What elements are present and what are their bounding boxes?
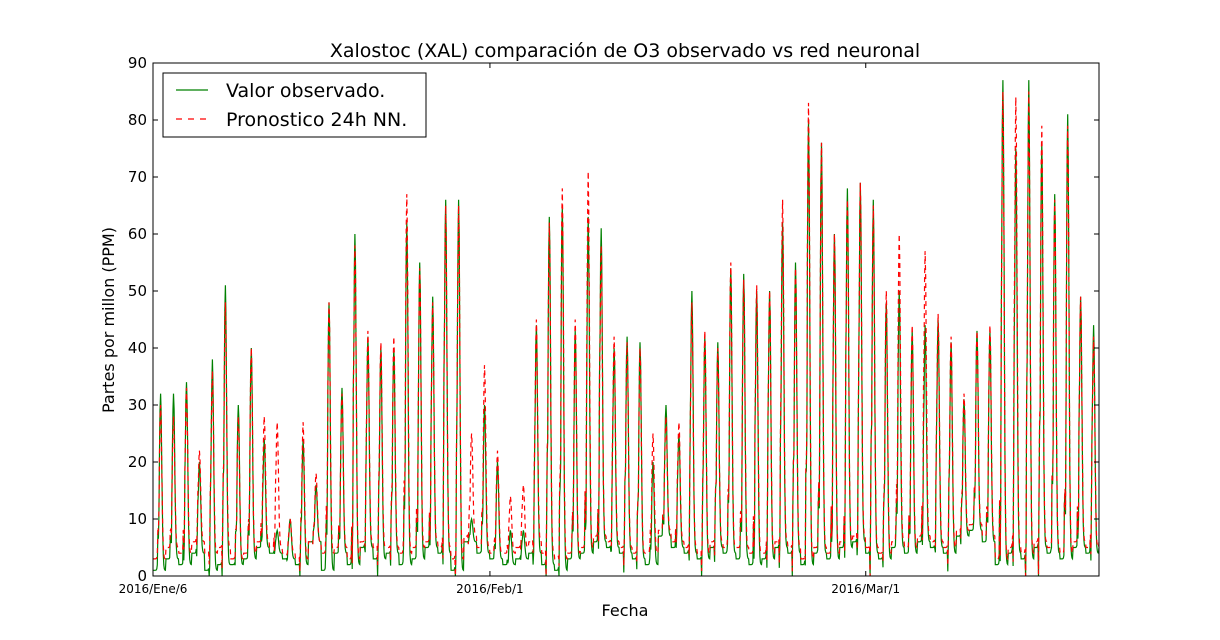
plot-frame [152, 62, 1100, 577]
x-tick-label: 2016/Ene/6 [119, 582, 188, 596]
legend: Valor observado. Pronostico 24h NN. [162, 72, 427, 138]
legend-label-observed: Valor observado. [226, 80, 385, 102]
y-tick-label: 60 [128, 225, 147, 243]
x-tick-label: 2016/Mar/1 [831, 582, 900, 596]
y-tick-label: 30 [128, 396, 147, 414]
y-axis-label: Partes por millon (PPM) [99, 227, 118, 413]
y-tick-label: 70 [128, 168, 147, 186]
legend-label-forecast: Pronostico 24h NN. [226, 109, 407, 131]
y-tick-label: 90 [128, 54, 147, 72]
plot-series [153, 80, 1100, 577]
x-axis-label: Fecha [602, 601, 649, 620]
y-tick-label: 10 [128, 510, 147, 528]
y-tick-label: 0 [137, 567, 147, 585]
chart-title: Xalostoc (XAL) comparación de O3 observa… [330, 40, 920, 62]
y-tick-label: 50 [128, 282, 147, 300]
series-line-forecast [153, 91, 1100, 577]
y-tick-label: 20 [128, 453, 147, 471]
x-tick-label: 2016/Feb/1 [456, 582, 524, 596]
x-axis: 2016/Ene/6 2016/Feb/1 2016/Mar/1 [119, 63, 900, 596]
series-line-observed [153, 80, 1100, 577]
legend-box [162, 72, 427, 138]
y-tick-label: 80 [128, 111, 147, 129]
y-tick-label: 40 [128, 339, 147, 357]
y-axis: 0 10 20 30 40 50 60 70 80 90 [128, 54, 1099, 585]
